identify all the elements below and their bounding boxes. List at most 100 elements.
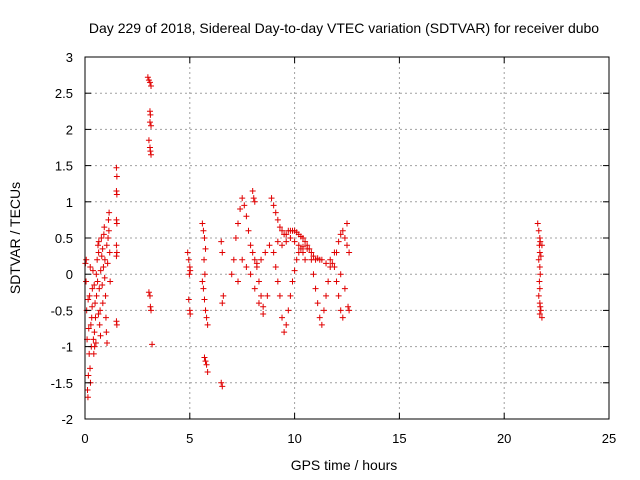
y-tick-label: 0.5 <box>55 231 73 246</box>
data-point <box>283 231 290 238</box>
data-point <box>239 256 246 263</box>
data-point <box>232 235 239 241</box>
data-point <box>201 256 208 263</box>
data-point <box>84 387 91 394</box>
data-point <box>251 198 258 205</box>
data-point <box>104 339 111 346</box>
data-point <box>335 292 342 299</box>
data-point <box>202 358 209 365</box>
data-point <box>91 329 98 336</box>
data-point <box>260 311 267 318</box>
data-point <box>310 271 317 278</box>
y-tick-label: 1.5 <box>55 159 73 174</box>
data-point <box>99 245 106 252</box>
data-point <box>105 227 112 234</box>
data-point <box>249 187 256 194</box>
chart-title: Day 229 of 2018, Sidereal Day-to-day VTE… <box>89 20 599 36</box>
data-point <box>148 307 155 314</box>
data-point <box>279 242 286 249</box>
data-point <box>93 271 100 278</box>
data-point <box>147 303 154 310</box>
data-point <box>237 206 244 213</box>
data-point <box>204 368 211 375</box>
x-tick-label: 10 <box>287 431 301 446</box>
data-point <box>98 253 105 260</box>
y-tick-labels: -2 -1.5 -1 -0.5 0 0.5 1 1.5 2 2.5 3 <box>51 50 73 427</box>
data-point <box>276 224 283 231</box>
data-point <box>201 296 208 303</box>
data-point <box>304 245 311 252</box>
data-point <box>220 292 227 299</box>
data-point <box>247 242 254 249</box>
data-point <box>85 325 92 332</box>
data-point <box>106 209 113 216</box>
data-point <box>144 74 151 81</box>
data-point <box>94 242 101 249</box>
data-point <box>204 321 211 328</box>
data-point <box>102 292 109 299</box>
data-point <box>255 278 262 285</box>
data-point <box>247 271 254 278</box>
data-points <box>82 74 545 401</box>
data-point <box>219 383 226 390</box>
data-point <box>283 238 290 245</box>
data-point <box>260 303 267 310</box>
data-point <box>264 292 271 299</box>
x-tick-label: 15 <box>392 431 406 446</box>
data-point <box>97 307 104 314</box>
y-tick-label: -1.5 <box>51 376 73 391</box>
data-point <box>302 256 309 263</box>
data-point <box>147 111 154 118</box>
data-point <box>241 202 248 209</box>
data-point <box>535 292 542 299</box>
data-point <box>536 285 543 292</box>
data-point <box>251 256 258 263</box>
data-point <box>325 278 332 285</box>
data-point <box>101 224 108 231</box>
data-point <box>103 329 110 336</box>
data-point <box>85 296 92 303</box>
data-point <box>149 341 156 348</box>
data-point <box>270 202 277 209</box>
data-point <box>202 307 209 314</box>
data-point <box>218 379 225 386</box>
data-point <box>308 249 315 256</box>
data-point <box>96 321 103 328</box>
data-point <box>93 292 100 299</box>
data-point <box>99 282 106 289</box>
data-point <box>103 242 110 249</box>
data-point <box>274 238 281 245</box>
data-point <box>101 256 108 263</box>
y-axis-label: SDTVAR / TECUs <box>7 182 23 294</box>
y-tick-label: 2.5 <box>55 86 73 101</box>
data-point <box>535 256 542 263</box>
data-point <box>199 278 206 285</box>
data-point <box>333 249 340 256</box>
data-point <box>274 216 281 223</box>
data-point <box>113 253 120 260</box>
data-point <box>148 82 155 89</box>
data-point <box>253 260 260 267</box>
data-point <box>84 394 91 401</box>
data-point <box>95 249 102 256</box>
data-point <box>308 256 315 263</box>
data-point <box>102 314 109 321</box>
x-axis-label: GPS time / hours <box>291 457 398 473</box>
data-point <box>113 242 120 249</box>
data-point <box>94 256 101 263</box>
data-point <box>96 285 103 292</box>
data-point <box>249 249 256 256</box>
data-point <box>346 249 353 256</box>
data-point <box>203 314 210 321</box>
data-point <box>89 285 96 292</box>
data-point <box>87 365 94 372</box>
data-point <box>245 227 252 234</box>
data-point <box>337 231 344 238</box>
data-point <box>295 242 302 249</box>
data-point <box>146 292 153 299</box>
data-point <box>341 235 348 241</box>
data-point <box>89 303 96 310</box>
data-point <box>101 274 108 281</box>
data-point <box>255 300 262 307</box>
